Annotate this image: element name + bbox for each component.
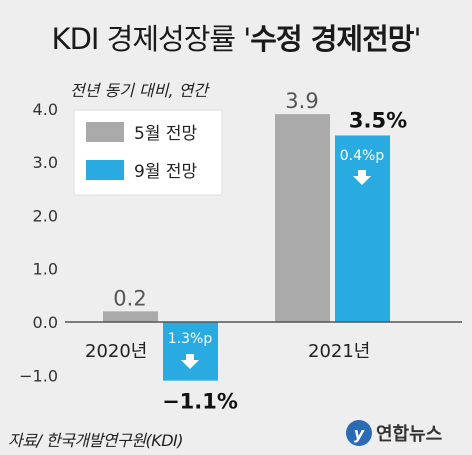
data-label: −1.1% [162,390,238,414]
category-label: 2021년 [308,341,370,362]
down-arrow-icon [353,170,371,185]
legend-swatch [86,160,124,180]
y-tick-label: 1.0 [33,260,58,279]
publisher-logo: y 연합뉴스 [346,420,442,446]
y-tick-label: 2.0 [33,206,58,225]
data-label: 0.2 [113,286,146,310]
source-note: 자료/ 한국개발연구원(KDI) [8,431,183,450]
data-label: 3.9 [285,89,318,113]
y-tick-label: 0.0 [33,313,58,332]
logo-icon: y [346,420,372,446]
legend-label: 5월 전망 [134,124,197,144]
y-tick-label: −1.0 [19,366,58,385]
bar [163,322,218,381]
bar [103,311,158,322]
title-bold: 수정 경제전망 [250,22,414,56]
logo-text: 연합뉴스 [376,424,443,445]
down-arrow-icon [181,354,199,369]
bar [275,114,330,322]
legend-label: 9월 전망 [134,162,197,182]
category-label: 2020년 [85,341,147,362]
change-label: 0.4%p [340,148,385,164]
title-end: ' [413,22,421,56]
chart-subtitle: 전년 동기 대비, 연간 [70,81,210,100]
legend-swatch [86,122,124,142]
y-tick-label: 3.0 [33,153,58,172]
change-label: 1.3%p [168,331,213,347]
bar [335,135,390,322]
title-plain: KDI 경제성장률 ' [51,22,252,56]
legend-box [73,109,223,196]
chart-title: KDI 경제성장률 '수정 경제전망' [0,16,472,58]
y-tick-label: 4.0 [33,100,58,119]
data-label: 3.5% [349,108,407,132]
